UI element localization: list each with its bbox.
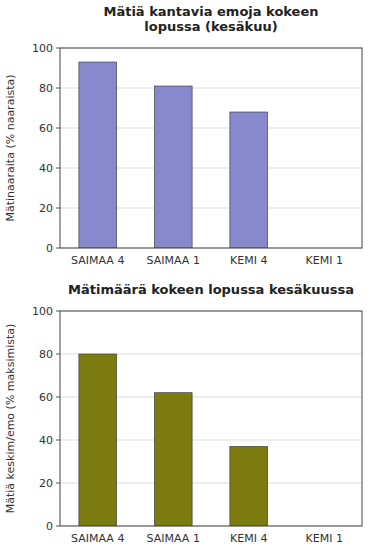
y-tick — [56, 168, 60, 169]
y-tick — [56, 397, 60, 398]
y-tick-label: 100 — [32, 42, 53, 55]
bars — [79, 62, 268, 248]
x-tick-label: SAIMAA 1 — [147, 532, 200, 545]
y-tick — [56, 208, 60, 209]
bar — [79, 62, 117, 248]
y-tick-label: 80 — [39, 348, 53, 361]
y-tick-label: 60 — [39, 122, 53, 135]
title-line: Mätiä kantavia emoja kokeen — [103, 4, 318, 19]
bar — [230, 112, 268, 248]
x-tick-label: SAIMAA 4 — [71, 254, 124, 267]
x-tick-label: SAIMAA 4 — [71, 532, 124, 545]
y-tick-label: 20 — [39, 477, 53, 490]
panel: Mätimäärä kokeen lopussa kesäkuussa 0 20 40… — [4, 282, 362, 545]
plot-frame — [60, 311, 362, 526]
panel: Mätiä kantavia emoja kokeenlopussa (kesä… — [4, 4, 362, 267]
y-axis-label: Mätiä keskim/emo (% maksimista) — [4, 324, 17, 514]
y-tick — [56, 526, 60, 527]
plot-frame — [60, 48, 362, 248]
chart-container: Mätiä kantavia emoja kokeenlopussa (kesä… — [0, 0, 372, 556]
x-tick-label: SAIMAA 1 — [147, 254, 200, 267]
x-tick-label: KEMI 1 — [306, 532, 343, 545]
chart-title: Mätimäärä kokeen lopussa kesäkuussa — [68, 282, 354, 297]
bar — [79, 354, 117, 526]
y-tick — [56, 128, 60, 129]
y-tick — [56, 48, 60, 49]
y-tick-label: 40 — [39, 434, 53, 447]
x-tick-label: KEMI 4 — [230, 254, 267, 267]
chart-svg: Mätiä kantavia emoja kokeenlopussa (kesä… — [0, 0, 372, 556]
title-line: lopussa (kesäkuu) — [144, 19, 277, 34]
y-tick-label: 0 — [46, 242, 53, 255]
y-tick-label: 80 — [39, 82, 53, 95]
y-tick-label: 60 — [39, 391, 53, 404]
y-axis-label: Mätinaaraita (% naaraista) — [4, 74, 17, 221]
bar — [154, 86, 192, 248]
y-tick — [56, 311, 60, 312]
x-tick-label: KEMI 1 — [306, 254, 343, 267]
y-tick-label: 20 — [39, 202, 53, 215]
y-tick — [56, 440, 60, 441]
y-tick — [56, 354, 60, 355]
bar — [230, 446, 268, 526]
y-tick-label: 40 — [39, 162, 53, 175]
y-tick — [56, 248, 60, 249]
y-tick-label: 0 — [46, 520, 53, 533]
x-tick-label: KEMI 4 — [230, 532, 267, 545]
bar — [154, 393, 192, 526]
y-tick — [56, 88, 60, 89]
title-line: Mätimäärä kokeen lopussa kesäkuussa — [68, 282, 354, 297]
y-tick-label: 100 — [32, 305, 53, 318]
chart-title: Mätiä kantavia emoja kokeenlopussa (kesä… — [103, 4, 318, 34]
bars — [79, 354, 268, 526]
y-tick — [56, 483, 60, 484]
